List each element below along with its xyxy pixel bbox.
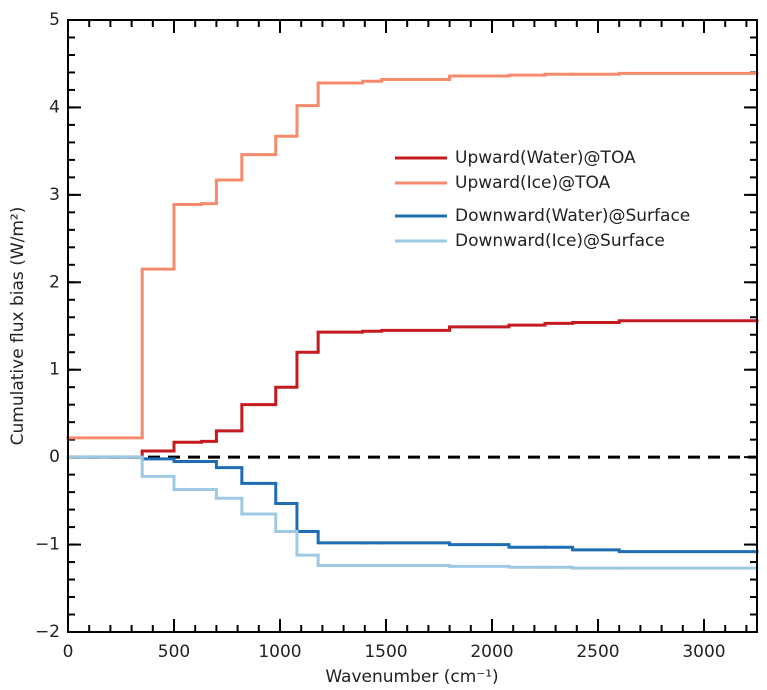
legend-label: Downward(Water)@Surface (455, 206, 690, 226)
x-tick-label: 2000 (470, 642, 513, 662)
x-tick-label: 3000 (682, 642, 725, 662)
plot-frame (67, 19, 758, 633)
y-axis-label: Cumulative flux bias (W/m²) (8, 207, 28, 446)
legend-label: Downward(Ice)@Surface (455, 231, 665, 251)
x-tick-label: 500 (158, 642, 190, 662)
y-tick-label: 4 (49, 97, 60, 117)
y-tick-label: 2 (49, 272, 60, 292)
y-tick-label: −2 (35, 622, 60, 642)
x-tick-label: 0 (63, 642, 74, 662)
y-tick-label: 3 (49, 185, 60, 205)
x-tick-label: 1500 (364, 642, 407, 662)
y-tick-label: −1 (35, 535, 60, 555)
y-tick-label: 0 (49, 447, 60, 467)
x-axis-label: Wavenumber (cm⁻¹) (325, 667, 498, 687)
x-tick-label: 2500 (576, 642, 619, 662)
legend-label: Upward(Water)@TOA (455, 148, 636, 168)
y-tick-label: 5 (49, 10, 60, 30)
legend-label: Upward(Ice)@TOA (455, 173, 611, 193)
x-tick-label: 1000 (258, 642, 301, 662)
y-tick-label: 1 (49, 360, 60, 380)
